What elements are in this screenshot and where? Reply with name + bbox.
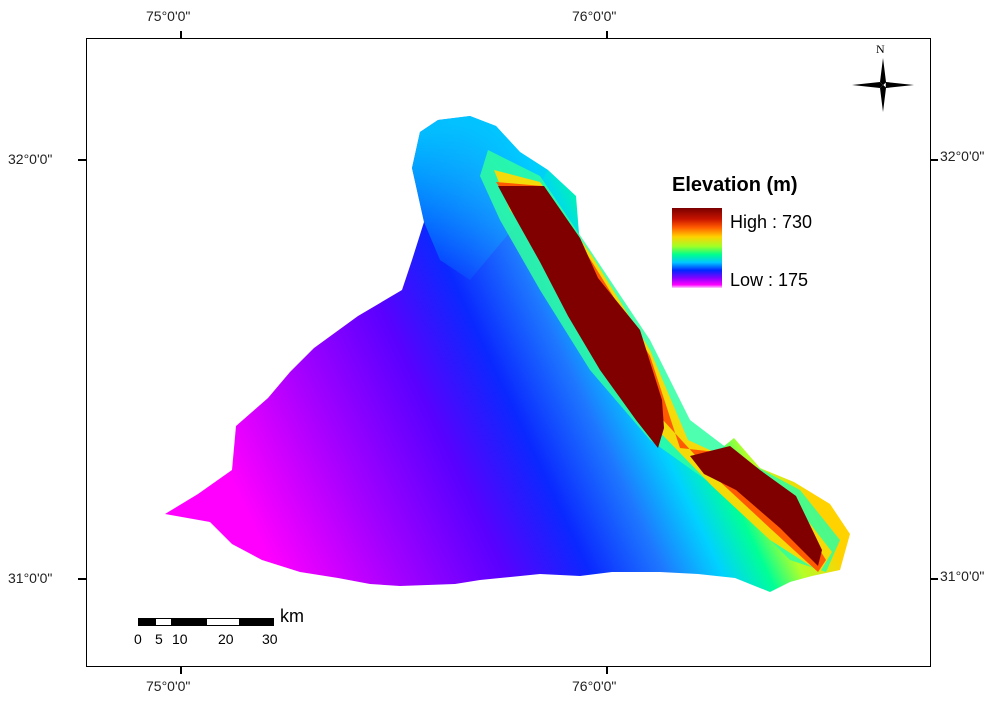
scale-segment-3 bbox=[172, 618, 206, 626]
lat-label-left-32: 32°0'0" bbox=[8, 151, 53, 167]
scale-segment-4 bbox=[206, 618, 240, 626]
legend-low-label: Low : 175 bbox=[730, 270, 809, 290]
north-label: N bbox=[876, 42, 885, 56]
scale-segment-2 bbox=[155, 618, 172, 626]
terrain-region bbox=[165, 116, 850, 592]
tick-left-31 bbox=[78, 578, 86, 580]
scale-label-10: 10 bbox=[172, 631, 188, 647]
tick-top-76 bbox=[606, 31, 608, 39]
lat-label-left-31: 31°0'0" bbox=[8, 570, 53, 586]
lat-label-right-31: 31°0'0" bbox=[940, 568, 985, 584]
tick-top-75 bbox=[180, 31, 182, 39]
lon-label-bottom-76: 76°0'0" bbox=[572, 678, 617, 694]
scale-segment-1 bbox=[138, 618, 155, 626]
scale-bar bbox=[138, 618, 274, 626]
tick-bottom-76 bbox=[606, 666, 608, 674]
lon-label-top-75: 75°0'0" bbox=[146, 8, 191, 24]
scale-label-30: 30 bbox=[262, 631, 278, 647]
scale-segment-5 bbox=[240, 618, 274, 626]
ridge-high-area-south bbox=[690, 446, 822, 566]
scale-label-5: 5 bbox=[155, 631, 163, 647]
legend-title: Elevation (m) bbox=[672, 174, 798, 196]
tick-right-31 bbox=[930, 578, 938, 580]
scale-unit: km bbox=[280, 606, 304, 626]
map-frame bbox=[86, 38, 931, 667]
tick-right-32 bbox=[930, 159, 938, 161]
lat-label-right-32: 32°0'0" bbox=[940, 148, 985, 164]
scale-label-20: 20 bbox=[218, 631, 234, 647]
tick-left-32 bbox=[78, 159, 86, 161]
scale-label-0: 0 bbox=[134, 631, 142, 647]
legend-high-label: High : 730 bbox=[730, 212, 813, 232]
north-arrow-icon bbox=[852, 58, 914, 112]
tick-bottom-75 bbox=[180, 666, 182, 674]
ridge-high-area bbox=[498, 186, 664, 448]
legend-color-ramp bbox=[672, 208, 722, 288]
lon-label-bottom-75: 75°0'0" bbox=[146, 678, 191, 694]
lon-label-top-76: 76°0'0" bbox=[572, 8, 617, 24]
